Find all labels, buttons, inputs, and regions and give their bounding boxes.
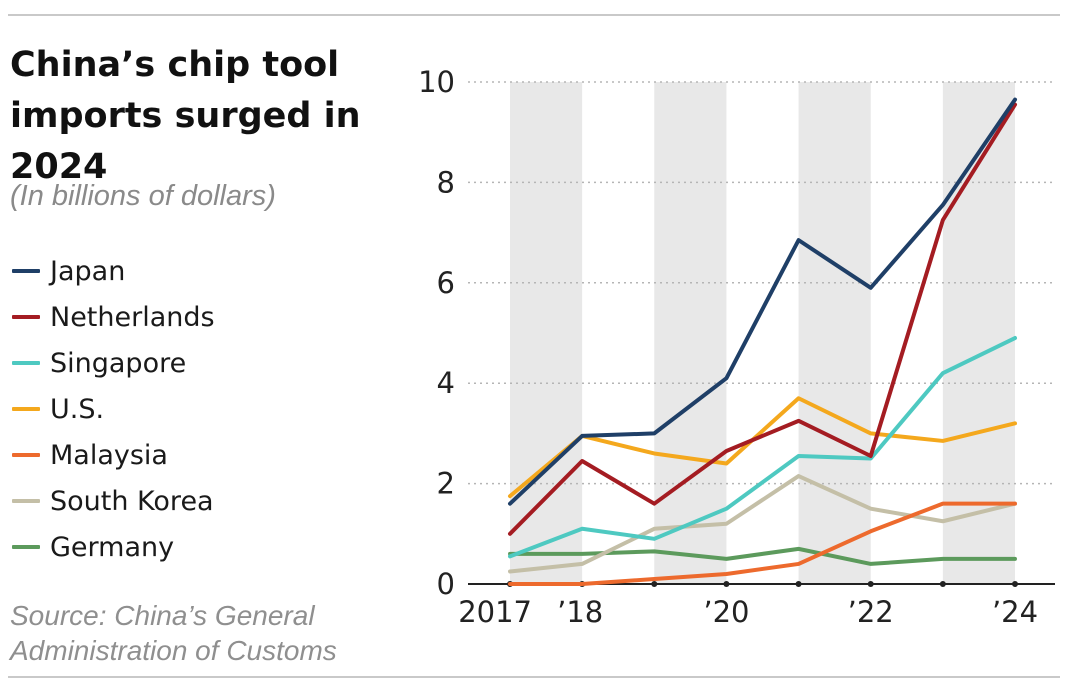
x-tick-label: ’24 — [992, 595, 1038, 629]
legend-item: Japan — [12, 248, 215, 294]
y-tick-label: 6 — [437, 266, 455, 300]
gridlines — [468, 81, 1055, 485]
series-line — [508, 102, 1017, 536]
source-note: Source: China’s General Administration o… — [10, 600, 337, 666]
chart-subtitle: (In billions of dollars) — [10, 180, 276, 212]
y-tick-label: 8 — [437, 165, 455, 199]
year-band — [942, 82, 1015, 584]
y-tick-label: 4 — [437, 366, 455, 400]
legend-label: Netherlands — [50, 301, 215, 333]
legend-label: South Korea — [50, 485, 214, 517]
legend-swatch — [12, 269, 40, 273]
legend-item: Netherlands — [12, 294, 215, 340]
year-band — [798, 82, 871, 584]
legend: Japan Netherlands Singapore U.S. Malaysia Sou… — [12, 248, 215, 570]
x-axis-dot — [795, 581, 802, 587]
x-axis-dot — [939, 581, 946, 587]
legend-item: South Korea — [12, 478, 215, 524]
y-tick-label: 10 — [418, 65, 455, 99]
y-tick-label: 0 — [437, 567, 455, 601]
legend-item: Germany — [12, 524, 215, 570]
x-axis-dot — [867, 581, 874, 587]
legend-swatch — [12, 315, 40, 319]
series-line — [508, 97, 1017, 506]
series-line — [508, 501, 1017, 586]
bottom-rule — [8, 676, 1060, 678]
y-axis-ticks: 0 2 4 6 8 10 — [418, 65, 455, 601]
chart-title: China’s chip tool imports surged in 2024 — [10, 45, 361, 187]
legend-label: Japan — [50, 255, 126, 287]
x-axis-dot — [723, 581, 730, 587]
legend-label: Malaysia — [50, 439, 168, 471]
legend-label: U.S. — [50, 393, 105, 425]
legend-item: Malaysia — [12, 432, 215, 478]
legend-label: Singapore — [50, 347, 187, 379]
year-band — [510, 82, 583, 584]
legend-swatch — [12, 453, 40, 457]
legend-swatch — [12, 545, 40, 549]
x-tick-label: ’18 — [557, 595, 603, 629]
series-line — [508, 474, 1017, 574]
x-tick-label: ’20 — [703, 595, 749, 629]
year-band — [654, 82, 727, 584]
legend-swatch — [12, 407, 40, 411]
x-tick-label: 2017 — [458, 595, 532, 629]
top-rule — [8, 14, 1060, 16]
series-lines — [508, 97, 1017, 586]
legend-label: Germany — [50, 531, 175, 563]
legend-swatch — [12, 499, 40, 503]
x-axis-dot — [1012, 581, 1018, 587]
series-line — [508, 396, 1017, 499]
x-axis-dot — [651, 581, 658, 587]
x-tick-label: ’22 — [848, 595, 894, 629]
year-bands — [510, 82, 1015, 584]
legend-item: Singapore — [12, 340, 215, 386]
x-axis-ticks: 2017 ’18 ’20 ’22 ’24 — [458, 595, 1038, 629]
series-line — [508, 336, 1017, 559]
legend-item: U.S. — [12, 386, 215, 432]
legend-swatch — [12, 361, 40, 365]
y-tick-label: 2 — [437, 467, 455, 501]
series-line — [508, 546, 1017, 566]
